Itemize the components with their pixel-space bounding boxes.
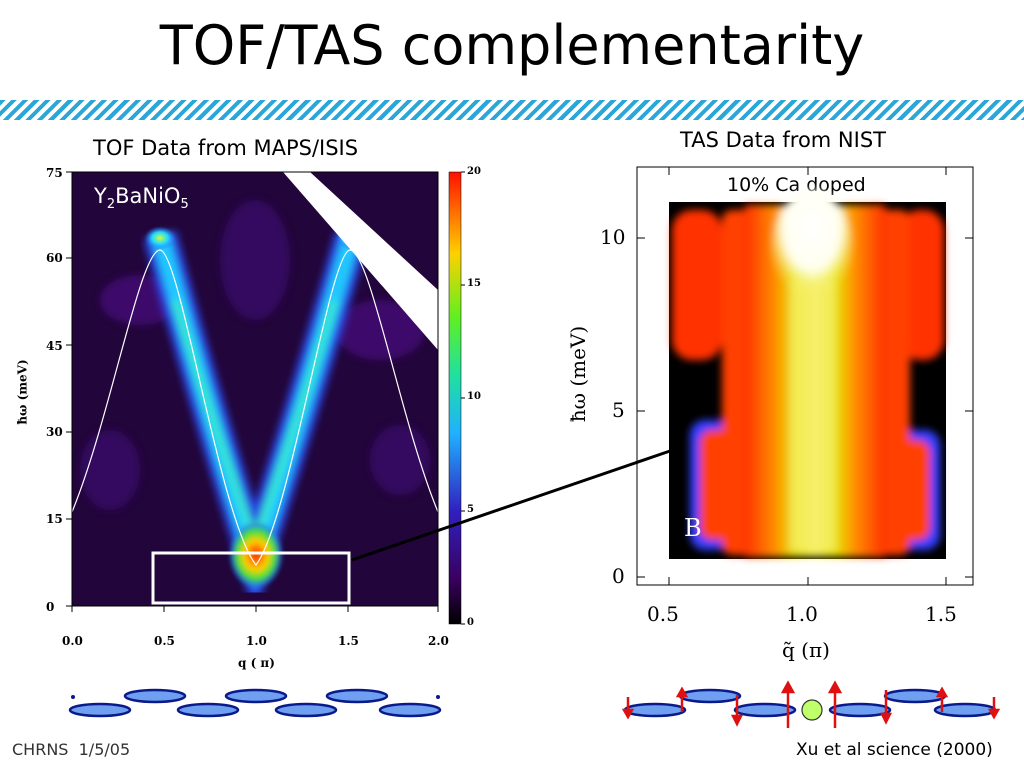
- slide-title: TOF/TAS complementarity: [159, 14, 865, 77]
- tas-ytick: 5: [612, 398, 625, 422]
- tof-ytick: 75: [46, 166, 63, 180]
- compound-sub-1: 2: [106, 197, 116, 213]
- tof-xtick: 2.0: [428, 634, 449, 648]
- tof-heatmap: [71, 171, 439, 616]
- colorbar-tick: 10: [467, 391, 481, 402]
- tas-xtick: 1.0: [786, 602, 818, 626]
- colorbar-tick: 20: [467, 166, 481, 177]
- tof-ytick: 0: [46, 600, 55, 614]
- title-stripe-divider: [0, 100, 1024, 120]
- tof-ylabel: ħω (meV): [15, 359, 30, 425]
- compound-label: Y2BaNiO5: [94, 184, 189, 212]
- tas-ytick: 0: [612, 564, 625, 588]
- tas-subtitle: 10% Ca doped: [727, 174, 866, 196]
- spin-chain-right: [621, 680, 1001, 728]
- tas-heatmap: [636, 166, 974, 586]
- tof-xtick: 0.5: [154, 634, 175, 648]
- tas-panel-label: B: [684, 514, 702, 542]
- footer-org: CHRNS: [12, 740, 69, 759]
- tas-ytick: 10: [600, 225, 626, 249]
- tas-xlabel: q̃ (π): [782, 638, 830, 662]
- footer-org-date: CHRNS 1/5/05: [12, 740, 130, 759]
- compound-sub-2: 5: [180, 197, 189, 213]
- tas-ylabel: ħω (meV): [566, 325, 591, 423]
- dopant-site: [801, 699, 823, 721]
- tof-colorbar: [448, 171, 465, 625]
- citation-credit: Xu et al science (2000): [796, 740, 993, 760]
- tof-xtick: 0.0: [62, 634, 83, 648]
- tof-ytick: 15: [46, 512, 63, 526]
- connector-line: [351, 449, 671, 562]
- spin-chain-left: [68, 688, 442, 718]
- colorbar-tick: 0: [467, 617, 474, 628]
- colorbar-tick: 5: [467, 504, 474, 515]
- footer-date: 1/5/05: [78, 740, 131, 759]
- tof-caption: TOF Data from MAPS/ISIS: [93, 136, 359, 160]
- tof-ytick: 30: [46, 425, 63, 439]
- compound-baNiO: BaNiO: [115, 184, 181, 208]
- tas-xtick: 0.5: [647, 602, 679, 626]
- tof-xtick: 1.0: [246, 634, 267, 648]
- tas-xtick: 1.5: [925, 602, 957, 626]
- compound-y: Y: [94, 184, 107, 208]
- tof-ytick: 45: [46, 339, 63, 353]
- tof-xtick: 1.5: [338, 634, 359, 648]
- tof-ytick: 60: [46, 251, 63, 265]
- colorbar-tick: 15: [467, 278, 481, 289]
- tof-xlabel: q ( π): [238, 656, 275, 670]
- tas-caption: TAS Data from NIST: [680, 128, 886, 152]
